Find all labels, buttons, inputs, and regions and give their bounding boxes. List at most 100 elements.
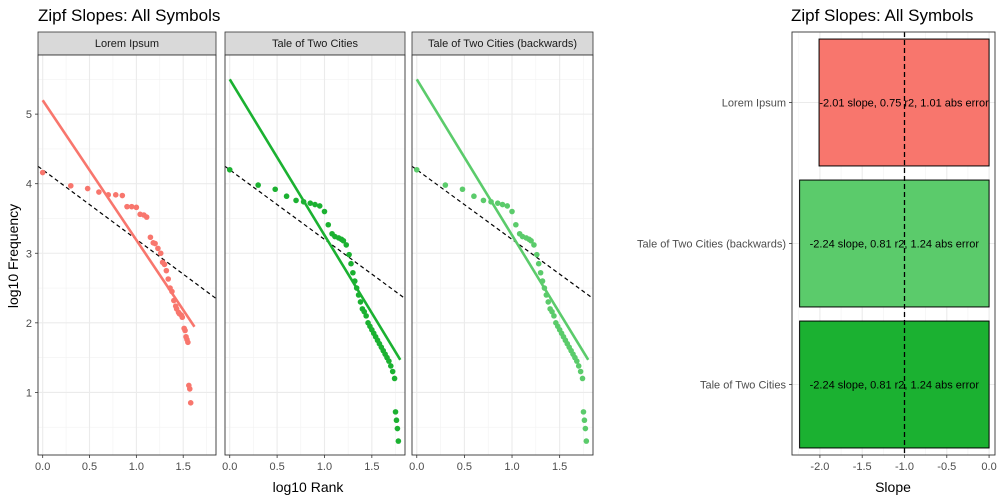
data-point xyxy=(386,358,392,364)
data-point xyxy=(582,425,589,432)
data-point xyxy=(471,193,477,200)
data-point xyxy=(533,251,540,258)
bar-value-label: -2.01 slope, 0.75 r2, 1.01 abs error xyxy=(819,98,989,110)
data-point xyxy=(186,386,193,392)
facet-strip-label: Lorem Ipsum xyxy=(95,38,159,50)
reference-slope-line xyxy=(411,165,594,299)
data-point xyxy=(124,203,130,210)
data-point xyxy=(147,234,154,241)
reference-slope-line xyxy=(37,165,217,299)
facet-strip-label: Tale of Two Cities xyxy=(272,38,359,50)
category-label: Lorem Ipsum xyxy=(722,98,786,110)
facet-panel-background xyxy=(38,55,216,455)
facet-panel-border xyxy=(37,54,217,456)
slope-bar-panel: -2.01 slope, 0.75 r2, 1.01 abs error Lore… xyxy=(637,31,997,473)
x-tick-label: -2.0 xyxy=(810,461,829,473)
bar-value-label: -2.24 slope, 0.81 r2, 1.24 abs error xyxy=(810,380,980,392)
data-point xyxy=(391,375,398,382)
y-tick-label: 5 xyxy=(26,109,32,121)
y-tick-label: 2 xyxy=(26,318,32,330)
data-point xyxy=(387,363,394,369)
data-point xyxy=(226,166,233,173)
reference-slope-line xyxy=(224,165,406,299)
data-point xyxy=(143,214,150,220)
data-point xyxy=(152,240,158,247)
x-tick-label: 0.5 xyxy=(457,461,472,473)
x-tick-label: 0.0 xyxy=(222,461,237,473)
data-point xyxy=(316,203,323,209)
data-point xyxy=(583,438,590,444)
data-point xyxy=(67,182,74,189)
data-point xyxy=(509,208,515,215)
data-point xyxy=(581,417,588,424)
bar-panel-border xyxy=(791,31,996,456)
data-point xyxy=(182,327,188,334)
data-point xyxy=(535,260,542,267)
x-tick-label: 0.0 xyxy=(35,461,50,473)
data-point xyxy=(549,308,555,315)
data-point xyxy=(494,200,501,206)
data-point xyxy=(413,166,420,173)
data-point xyxy=(393,417,400,424)
slope-bar xyxy=(799,320,990,449)
data-point xyxy=(325,221,332,228)
data-point xyxy=(575,363,582,369)
category-label: Tale of Two Cities (backwards) xyxy=(637,239,786,251)
data-point xyxy=(312,201,318,208)
data-point xyxy=(348,260,354,267)
facet-panels: Lorem Ipsum 0.0 0.5 1.0 1.5 1 2 3 4 5 Tale of Two … xyxy=(26,31,594,473)
data-point xyxy=(459,186,466,193)
x-tick-label: 1.0 xyxy=(317,461,332,473)
facet-panel-border xyxy=(411,54,594,456)
data-point xyxy=(363,313,369,319)
data-point xyxy=(155,245,161,252)
data-point xyxy=(165,276,172,282)
data-point xyxy=(574,358,580,364)
bar-value-label: -2.24 slope, 0.81 r2, 1.24 abs error xyxy=(810,239,980,251)
data-point xyxy=(163,267,170,274)
data-point xyxy=(577,368,584,375)
left-chart-title: Zipf Slopes: All Symbols xyxy=(38,6,220,25)
y-tick-label: 1 xyxy=(26,387,32,399)
data-point xyxy=(321,208,328,215)
data-point xyxy=(84,185,91,192)
regression-line xyxy=(415,78,590,361)
left-y-axis-title: log10 Frequency xyxy=(5,204,21,308)
data-point xyxy=(128,203,135,210)
y-tick-label: 4 xyxy=(26,179,32,191)
data-point xyxy=(133,204,140,211)
data-point xyxy=(293,197,299,204)
x-tick-label: 0.0 xyxy=(409,461,424,473)
data-point xyxy=(480,197,487,204)
data-point xyxy=(579,375,586,382)
right-chart-title: Zipf Slopes: All Symbols xyxy=(791,6,973,25)
data-point xyxy=(96,189,102,195)
data-point xyxy=(346,251,352,258)
data-point xyxy=(531,242,537,248)
x-tick-label: 1.0 xyxy=(504,461,519,473)
data-point xyxy=(283,193,290,200)
data-point xyxy=(551,313,557,319)
data-point xyxy=(361,308,368,315)
data-point xyxy=(580,409,587,415)
data-point xyxy=(504,203,511,209)
facet-panel-border xyxy=(224,54,406,456)
data-point xyxy=(179,314,186,321)
data-point xyxy=(39,169,46,176)
data-point xyxy=(357,299,364,305)
left-x-axis-title: log10 Rank xyxy=(273,479,345,495)
data-point xyxy=(185,339,191,346)
x-tick-label: -0.5 xyxy=(937,461,956,473)
data-point xyxy=(395,438,402,444)
regression-line xyxy=(41,99,196,328)
x-tick-label: -1.0 xyxy=(895,461,914,473)
data-point xyxy=(272,186,279,193)
x-tick-label: 0.5 xyxy=(82,461,97,473)
data-point xyxy=(513,221,519,228)
data-point xyxy=(350,269,356,276)
data-point xyxy=(255,182,261,188)
regression-line xyxy=(228,78,402,361)
data-point xyxy=(161,261,168,268)
data-point xyxy=(442,182,449,188)
